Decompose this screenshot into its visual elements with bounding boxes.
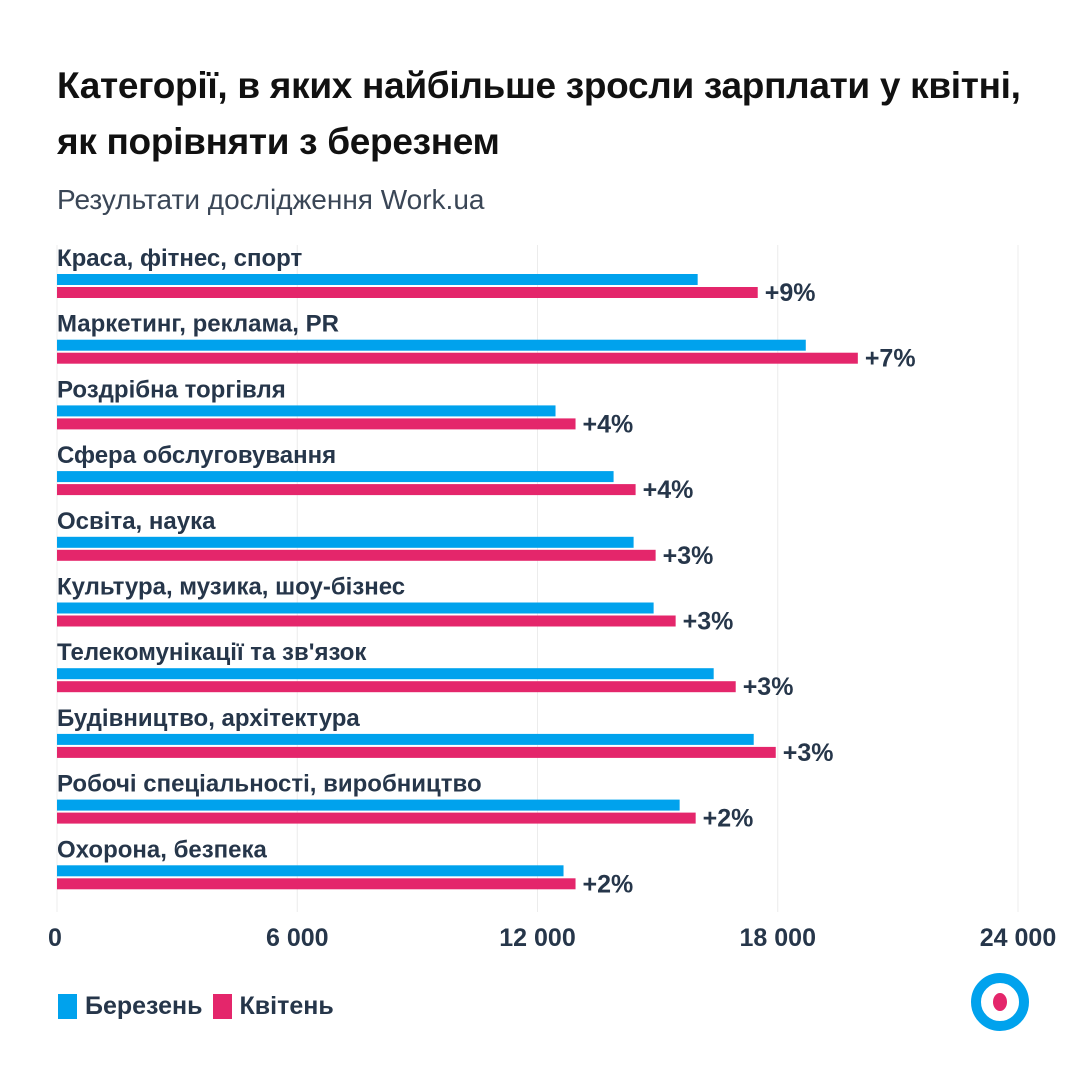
bar-april (57, 287, 758, 298)
bar-march (57, 405, 556, 417)
x-tick-label: 12 000 (499, 924, 575, 952)
data-label: +4% (643, 476, 694, 504)
x-tick-label: 18 000 (740, 924, 816, 952)
bar-march (57, 733, 754, 745)
bar-march (57, 471, 614, 483)
x-tick-label: 0 (48, 924, 62, 952)
x-tick-label: 24 000 (980, 924, 1056, 952)
legend-item-april: Квітень (212, 992, 334, 1021)
bar-march (57, 274, 698, 285)
legend-swatch-march (58, 994, 77, 1019)
bar-april (57, 352, 858, 364)
data-label: +2% (583, 870, 634, 898)
chart-title: Категорії, в яких найбільше зросли зарпл… (57, 65, 1021, 162)
bar-april (57, 746, 776, 758)
bar-april (57, 878, 576, 890)
legend-label-april: Квітень (239, 992, 334, 1020)
data-label: +4% (583, 410, 634, 438)
category-label: Краса, фітнес, спорт (57, 245, 302, 272)
category-label: Будівництво, архітектура (57, 705, 360, 732)
data-label: +3% (743, 673, 794, 701)
category-label: Культура, музика, шоу-бізнес (57, 574, 405, 601)
bar-april (57, 681, 736, 693)
bar-march (57, 865, 564, 877)
bar-march (57, 799, 680, 811)
legend-label-march: Березень (85, 992, 203, 1020)
legend-swatch-april (212, 994, 232, 1019)
category-label: Сфера обслуговування (57, 442, 336, 469)
data-label: +3% (783, 739, 834, 767)
bar-april (57, 549, 656, 561)
legend: Березень Квітень (58, 992, 344, 1021)
chart-subtitle: Результати дослідження Work.ua (57, 184, 485, 215)
bar-april (57, 812, 696, 824)
work-ua-logo-icon (971, 973, 1029, 1031)
category-label: Роздрібна торгівля (57, 376, 286, 403)
x-tick-label: 6 000 (266, 924, 329, 952)
category-label: Маркетинг, реклама, PR (57, 311, 339, 338)
legend-item-march: Березень (58, 992, 203, 1021)
category-label: Охорона, безпека (57, 836, 268, 863)
bar-march (57, 602, 654, 614)
bar-march (57, 668, 714, 680)
data-label: +7% (865, 345, 916, 373)
data-label: +3% (663, 542, 714, 570)
bar-march (57, 536, 634, 548)
category-label: Телекомунікації та зв'язок (57, 639, 367, 666)
data-label: +2% (703, 805, 754, 833)
data-label: +3% (683, 608, 734, 636)
bar-april (57, 418, 576, 430)
bar-april (57, 484, 636, 496)
bar-march (57, 339, 806, 351)
category-label: Робочі спеціальності, виробництво (57, 771, 482, 798)
data-label: +9% (765, 279, 816, 307)
bar-april (57, 615, 676, 627)
category-label: Освіта, наука (57, 508, 216, 535)
